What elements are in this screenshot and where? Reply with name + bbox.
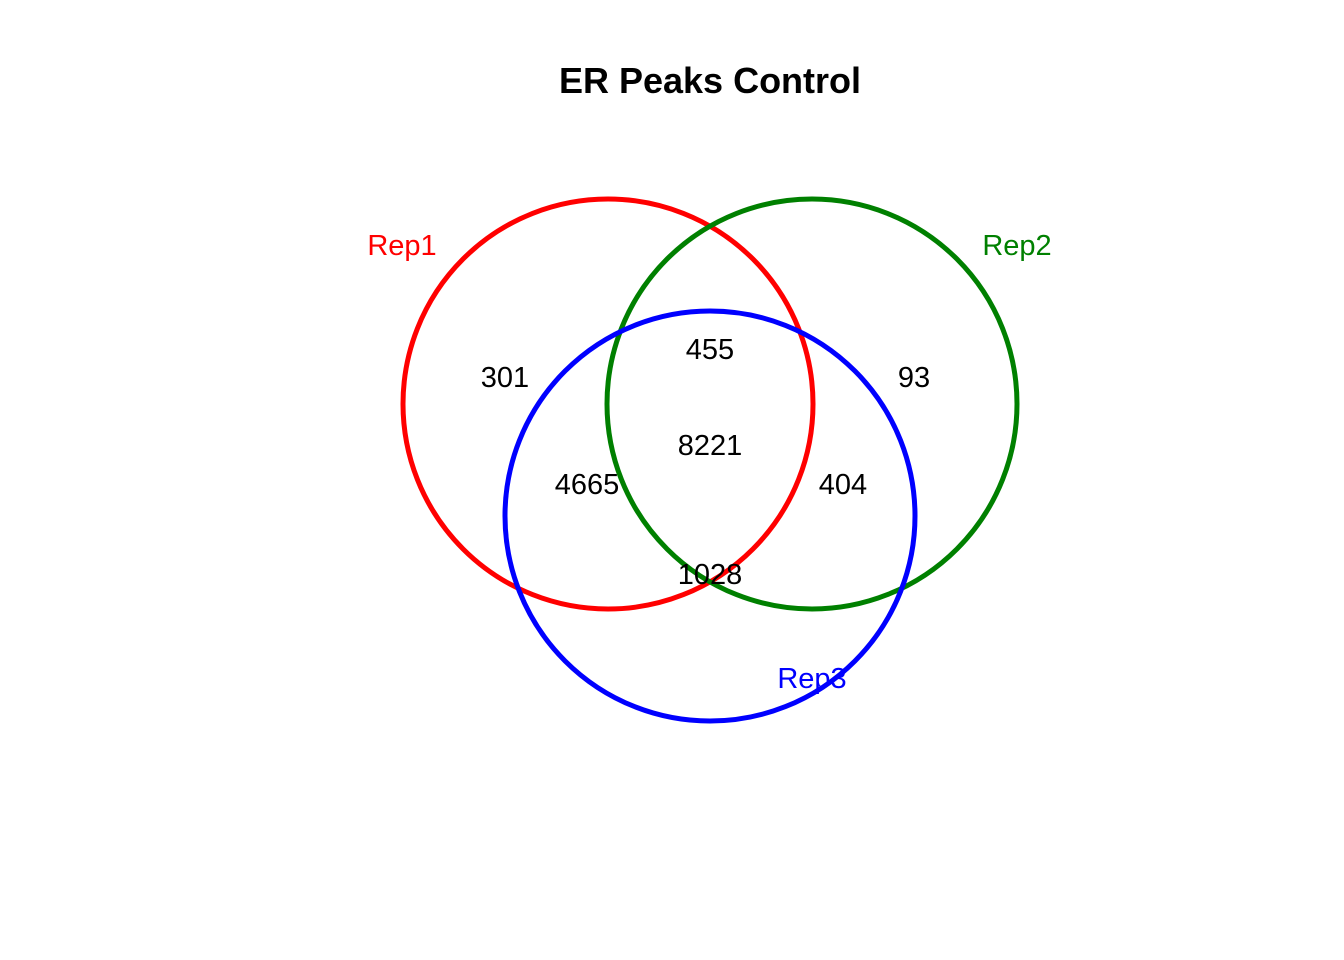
rep2-label: Rep2: [982, 230, 1051, 262]
diagram-title: ER Peaks Control: [559, 60, 861, 101]
rep2-rep3-count: 404: [819, 469, 867, 501]
rep2-circle: [604, 196, 1020, 612]
all-three-count: 8221: [678, 430, 743, 462]
rep3-label: Rep3: [777, 663, 846, 695]
rep1-rep2-count: 455: [686, 334, 734, 366]
rep1-label: Rep1: [367, 230, 436, 262]
rep1-only-count: 301: [481, 362, 529, 394]
rep3-only-count: 1028: [678, 559, 743, 591]
rep3-circle: [502, 308, 918, 724]
rep1-circle: [400, 196, 816, 612]
rep2-only-count: 93: [898, 362, 930, 394]
rep1-rep3-count: 4665: [555, 469, 620, 501]
